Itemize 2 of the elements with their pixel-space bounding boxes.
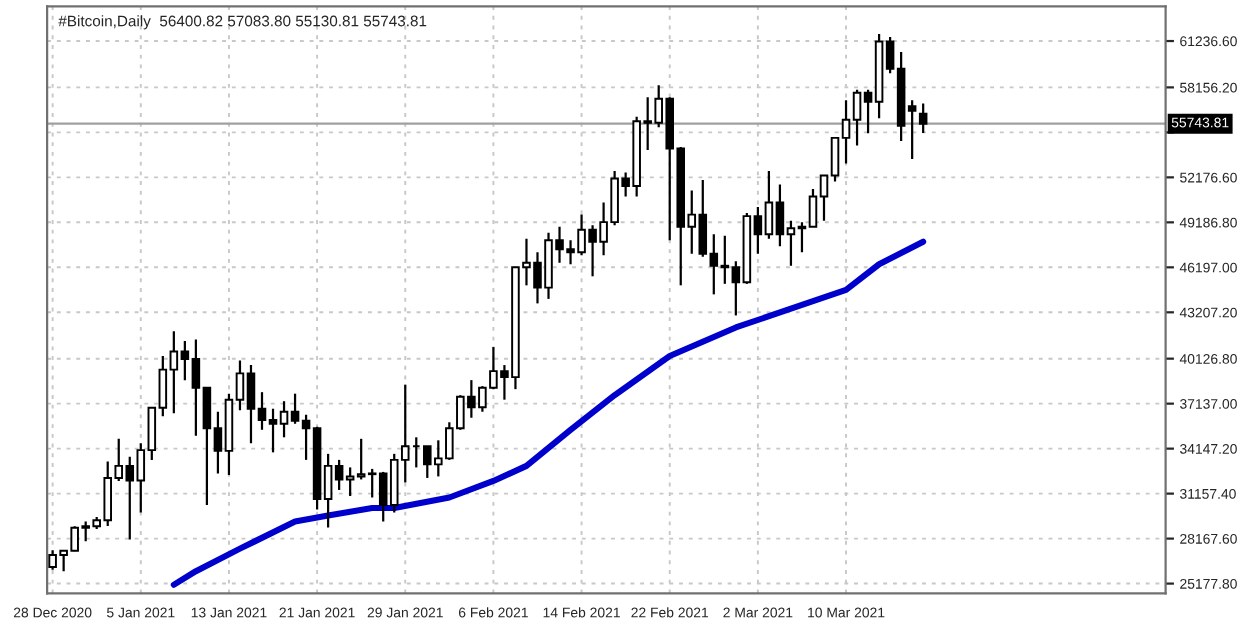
candlestick — [918, 102, 928, 135]
line-series — [170, 238, 927, 588]
